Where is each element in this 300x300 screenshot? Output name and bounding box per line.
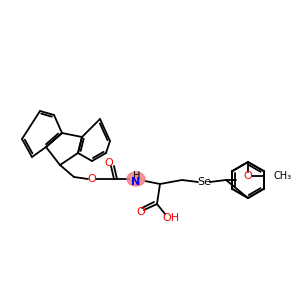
Text: O: O (136, 207, 146, 217)
Text: O: O (88, 174, 96, 184)
Text: N: N (131, 177, 141, 187)
Ellipse shape (127, 172, 145, 186)
Text: O: O (244, 171, 252, 181)
Text: OH: OH (162, 213, 180, 223)
Text: CH₃: CH₃ (274, 171, 292, 181)
Text: Se: Se (197, 177, 211, 187)
Text: O: O (105, 158, 113, 168)
Text: H: H (133, 171, 141, 181)
